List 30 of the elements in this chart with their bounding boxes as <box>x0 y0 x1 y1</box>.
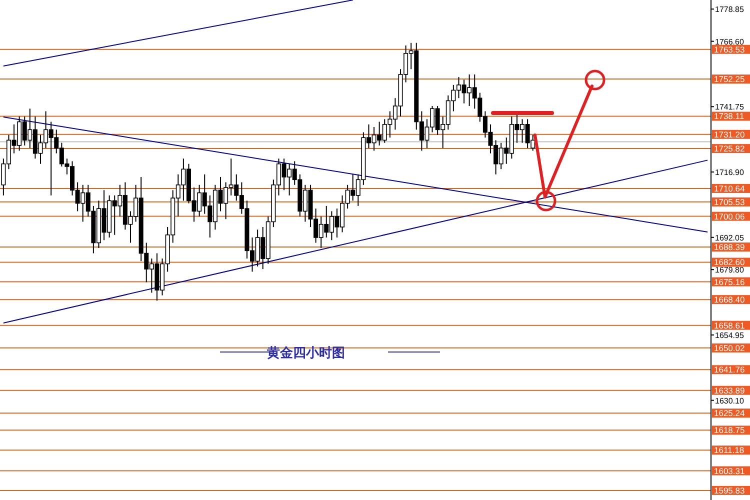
ref-line-label: 1603.31 <box>714 466 745 476</box>
ref-line-label: 1658.61 <box>714 320 745 330</box>
y-tick-label: 1679.80 <box>715 266 744 275</box>
ref-line-label: 1752.25 <box>714 74 745 84</box>
ref-line-label: 1682.60 <box>714 257 745 268</box>
ref-line-label: 1595.83 <box>714 485 745 496</box>
ref-line-label: 1668.40 <box>714 294 745 305</box>
ref-line-label: 1763.53 <box>714 44 745 54</box>
y-tick-label: 1766.60 <box>715 37 744 46</box>
ref-line-label: 1688.39 <box>714 242 745 252</box>
ref-line-label: 1700.06 <box>714 211 745 222</box>
ref-line-label: 1618.75 <box>714 425 745 436</box>
y-tick-label: 1778.85 <box>715 5 744 14</box>
ref-line-label: 1650.02 <box>714 342 745 353</box>
ref-line-label: 1611.18 <box>714 445 744 456</box>
y-tick-label: 1716.90 <box>715 168 744 178</box>
y-tick-label: 1630.10 <box>715 396 744 406</box>
ref-line-label: 1705.53 <box>714 196 745 207</box>
y-tick-label: 1654.95 <box>715 330 744 340</box>
ref-line-label: 1731.20 <box>714 129 745 140</box>
ref-line-label: 1625.24 <box>714 408 745 418</box>
ref-line-label: 1725.82 <box>714 144 745 154</box>
text: 黄金四小时图 <box>266 346 345 361</box>
ref-line-label: 1633.89 <box>714 385 745 396</box>
ref-line-label: 1675.16 <box>714 276 745 287</box>
ref-line-label: 1738.11 <box>714 111 744 122</box>
y-tick-label: 1692.05 <box>715 233 744 242</box>
ref-line-label: 1710.64 <box>714 183 745 194</box>
ref-line-label: 1641.76 <box>714 364 745 375</box>
y-tick-label: 1741.75 <box>715 102 744 112</box>
